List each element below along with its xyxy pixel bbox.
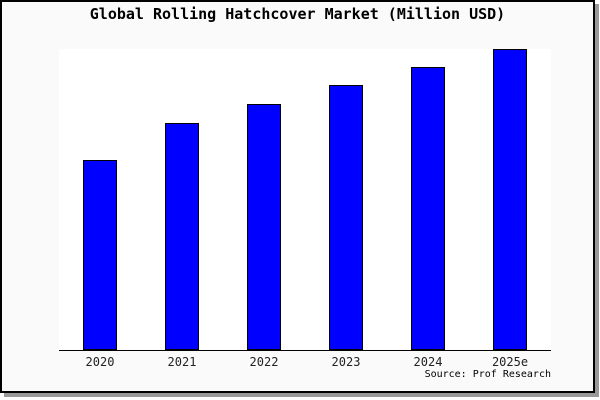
x-tick-label-2022: 2022: [249, 355, 279, 369]
x-tick-label-2020: 2020: [85, 355, 115, 369]
x-tick-label-2023: 2023: [331, 355, 361, 369]
source-caption: Source: Prof Research: [424, 369, 551, 380]
bar-2025e: [493, 49, 527, 350]
plot-area: [59, 49, 551, 351]
x-tick-label-2021: 2021: [167, 355, 197, 369]
chart-title: Global Rolling Hatchcover Market (Millio…: [89, 5, 506, 23]
x-axis-labels: 2020 2021 2022 2023 2024 2025e: [59, 355, 551, 371]
chart-frame: Global Rolling Hatchcover Market (Millio…: [0, 0, 595, 393]
bar-2022: [247, 104, 281, 350]
x-tick-label-2024: 2024: [413, 355, 443, 369]
bar-2021: [165, 123, 199, 350]
x-tick-label-2025e: 2025e: [491, 355, 529, 369]
bar-2024: [411, 67, 445, 350]
bar-2023: [329, 85, 363, 350]
bar-2020: [83, 160, 117, 350]
